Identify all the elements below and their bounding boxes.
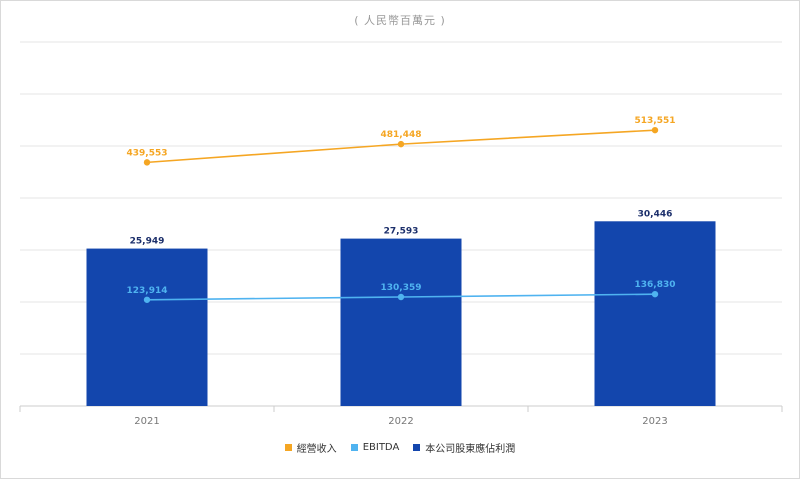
legend-label-ebitda: EBITDA	[362, 442, 400, 453]
legend: 經營收入 EBITDA 本公司股東應佔利潤	[0, 440, 800, 455]
line-value-label: 130,359	[381, 283, 422, 293]
line-point	[143, 159, 151, 166]
bar-2022	[340, 238, 462, 406]
x-tick-label: 2023	[642, 416, 667, 427]
line-value-label: 123,914	[127, 286, 168, 296]
line-value-label: 439,553	[127, 148, 168, 158]
line-point	[397, 140, 405, 148]
line-value-label: 481,448	[381, 130, 422, 140]
line-point	[397, 293, 405, 301]
bar-value-label: 27,593	[384, 227, 419, 237]
line-value-label: 136,830	[635, 280, 676, 290]
bar-2021	[86, 248, 208, 406]
line-value-label: 513,551	[635, 116, 676, 126]
legend-swatch-revenue	[284, 444, 292, 451]
bar-2023	[594, 221, 716, 406]
legend-item-ebitda[interactable]: EBITDA	[350, 440, 400, 455]
legend-item-revenue[interactable]: 經營收入	[284, 440, 337, 455]
line-point	[143, 296, 151, 303]
legend-swatch-profit	[413, 444, 421, 451]
line-point	[651, 126, 659, 134]
bar-value-label: 30,446	[638, 209, 673, 219]
line-point	[651, 290, 659, 298]
legend-label-profit: 本公司股東應佔利潤	[425, 444, 516, 455]
legend-label-revenue: 經營收入	[296, 444, 337, 455]
legend-swatch-ebitda	[350, 444, 358, 451]
bar-value-label: 25,949	[130, 237, 165, 247]
x-tick-label: 2021	[134, 416, 159, 427]
unit-label: ( 人民幣百萬元 )	[354, 14, 446, 27]
legend-item-profit[interactable]: 本公司股東應佔利潤	[413, 440, 515, 455]
x-tick-label: 2022	[388, 416, 413, 427]
